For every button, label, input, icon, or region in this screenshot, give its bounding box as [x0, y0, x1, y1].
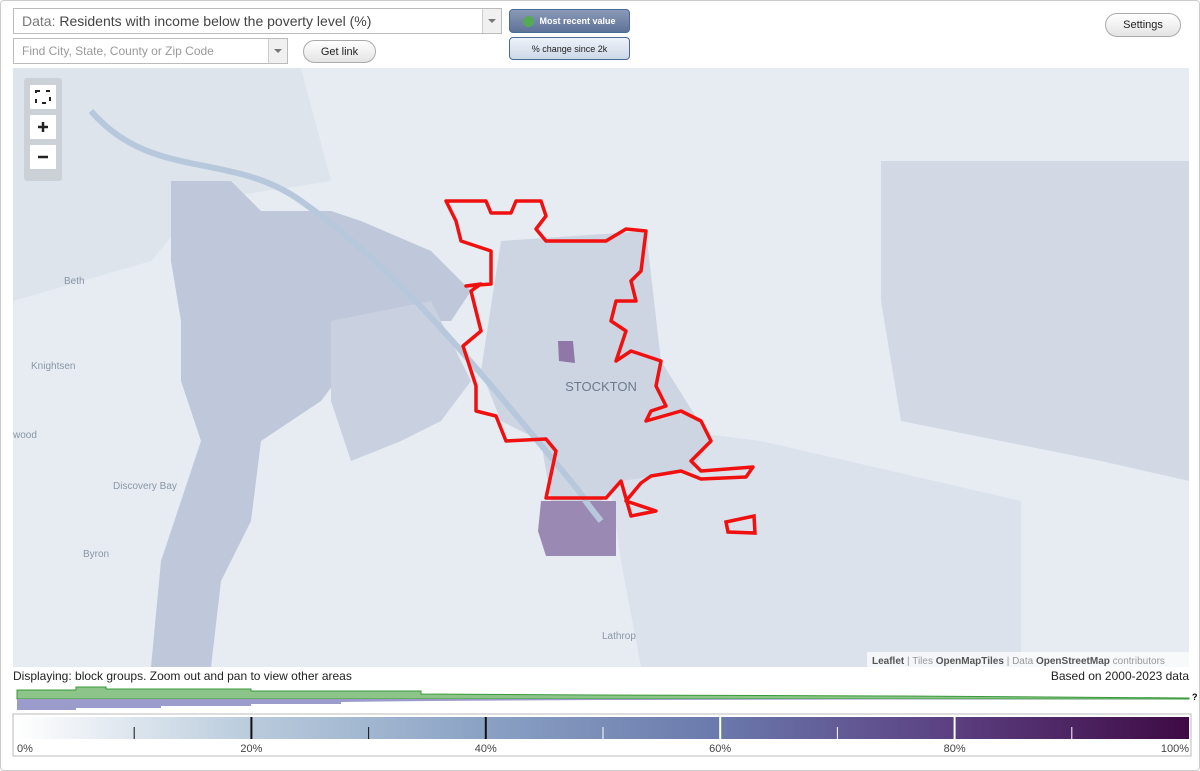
- attribution-text: | Data: [1007, 656, 1034, 667]
- search-box[interactable]: Find City, State, County or Zip Code: [13, 38, 288, 64]
- data-select[interactable]: Data: Residents with income below the po…: [13, 8, 502, 34]
- legend-tick-label: 40%: [475, 743, 497, 755]
- map-region: [881, 161, 1189, 481]
- zoom-in-icon: [38, 122, 48, 132]
- attribution-link[interactable]: OpenStreetMap: [1036, 656, 1110, 667]
- city-boundary: [444, 199, 755, 518]
- map-region: [331, 301, 471, 461]
- city-label: STOCKTON: [565, 379, 637, 394]
- attribution-leaflet[interactable]: Leaflet: [872, 656, 905, 667]
- most-recent-toggle[interactable]: Most recent value: [509, 9, 630, 33]
- place-label: wood: [12, 430, 37, 441]
- histogram-current: [16, 686, 1190, 700]
- map-region: [601, 421, 1021, 667]
- place-label: Beth: [64, 276, 85, 287]
- place-label: Knightsen: [31, 361, 75, 372]
- dropdown-arrow: [482, 9, 501, 33]
- toggle-label: Most recent value: [539, 16, 616, 26]
- displaying-text: Displaying: block groups. Zoom out and p…: [13, 669, 352, 683]
- place-label: Byron: [83, 549, 109, 560]
- city-boundary: [723, 513, 757, 535]
- settings-button[interactable]: Settings: [1105, 13, 1181, 37]
- data-label: Data:: [22, 13, 56, 29]
- map-region: [481, 231, 711, 501]
- search-placeholder: Find City, State, County or Zip Code: [22, 44, 214, 58]
- histogram-past: [17, 699, 1189, 710]
- attribution: Leaflet | Tiles OpenMapTiles | Data Open…: [872, 656, 1165, 667]
- change-toggle[interactable]: % change since 2k: [509, 37, 630, 60]
- map-region: [151, 181, 471, 667]
- legend-tick-label: 80%: [944, 743, 966, 755]
- legend-tick-label: 0%: [17, 743, 33, 755]
- fullscreen-button[interactable]: [30, 85, 56, 109]
- help-icon[interactable]: ?: [1192, 692, 1198, 702]
- map-region: [558, 341, 575, 363]
- attribution-text: contributors: [1113, 656, 1165, 667]
- legend-tick-label: 100%: [1161, 743, 1189, 755]
- map-region: [538, 501, 616, 556]
- dropdown-arrow: [268, 39, 287, 63]
- based-on-text: Based on 2000-2023 data: [1051, 669, 1189, 683]
- data-value: Residents with income below the poverty …: [59, 13, 372, 29]
- check-icon: [523, 15, 535, 27]
- legend-tick-label: 60%: [709, 743, 731, 755]
- attribution-link[interactable]: OpenMapTiles: [936, 656, 1005, 667]
- place-label: Lathrop: [602, 631, 636, 642]
- fullscreen-icon: [35, 90, 51, 104]
- attribution-text: | Tiles: [907, 656, 933, 667]
- place-label: Discovery Bay: [113, 481, 177, 492]
- legend-tick-label: 20%: [240, 743, 262, 755]
- attribution-bg: [867, 652, 1189, 667]
- get-link-button[interactable]: Get link: [303, 40, 376, 63]
